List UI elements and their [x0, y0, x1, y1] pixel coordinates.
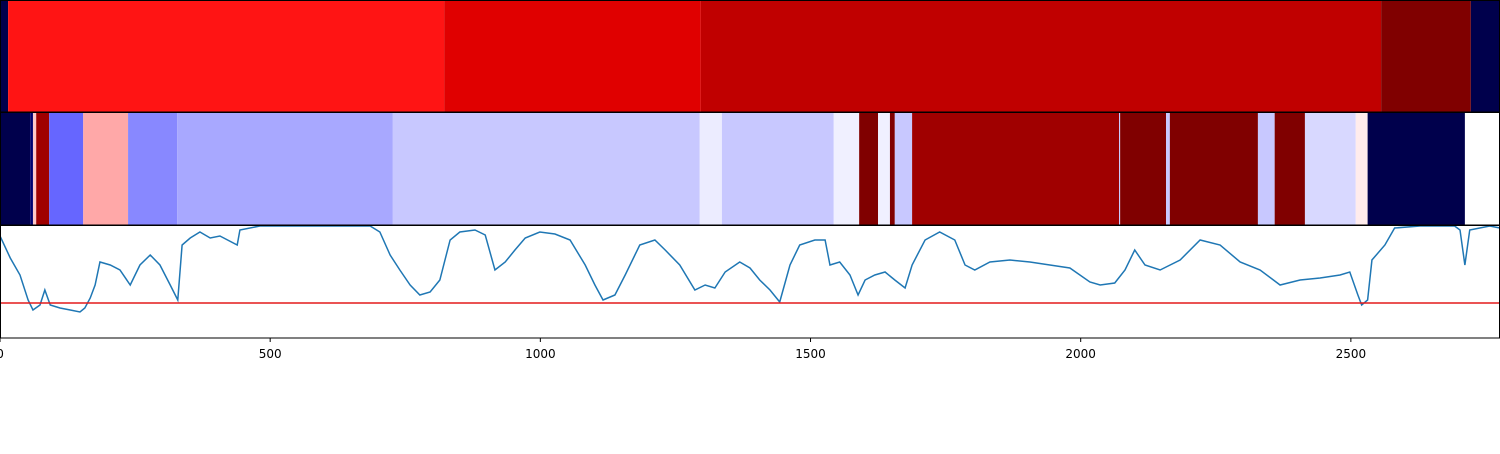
segment	[444, 1, 701, 112]
segment	[1274, 113, 1305, 225]
segment	[0, 113, 31, 225]
segment	[1355, 113, 1368, 225]
segment	[889, 113, 895, 225]
segment	[32, 113, 37, 225]
segment	[0, 1, 9, 112]
segment	[392, 113, 700, 225]
segment	[1304, 113, 1356, 225]
segment	[912, 113, 1120, 225]
segment	[30, 113, 33, 225]
segment	[1166, 113, 1170, 225]
segment	[83, 113, 129, 225]
segment	[699, 113, 722, 225]
x-tick-label: 1500	[795, 347, 826, 361]
x-tick-label: 2000	[1065, 347, 1096, 361]
x-tick-label: 1000	[525, 347, 556, 361]
x-tick-label: 0	[0, 347, 4, 361]
segment	[833, 113, 860, 225]
segment	[128, 113, 178, 225]
segment	[1169, 113, 1258, 225]
segment	[894, 113, 913, 225]
segment	[700, 1, 1382, 112]
line	[0, 225, 1500, 313]
segment	[859, 113, 879, 225]
segment	[1257, 113, 1275, 225]
segment	[721, 113, 834, 225]
segment	[49, 113, 84, 225]
segment	[1381, 1, 1471, 112]
segment	[1120, 113, 1167, 225]
segment	[1367, 113, 1465, 225]
segment	[8, 1, 445, 112]
x-tick-label: 2500	[1336, 347, 1367, 361]
x-tick-label: 500	[259, 347, 282, 361]
segment	[1470, 1, 1500, 112]
segment	[36, 113, 50, 225]
segment	[878, 113, 890, 225]
segment	[1119, 113, 1121, 225]
segment	[177, 113, 393, 225]
